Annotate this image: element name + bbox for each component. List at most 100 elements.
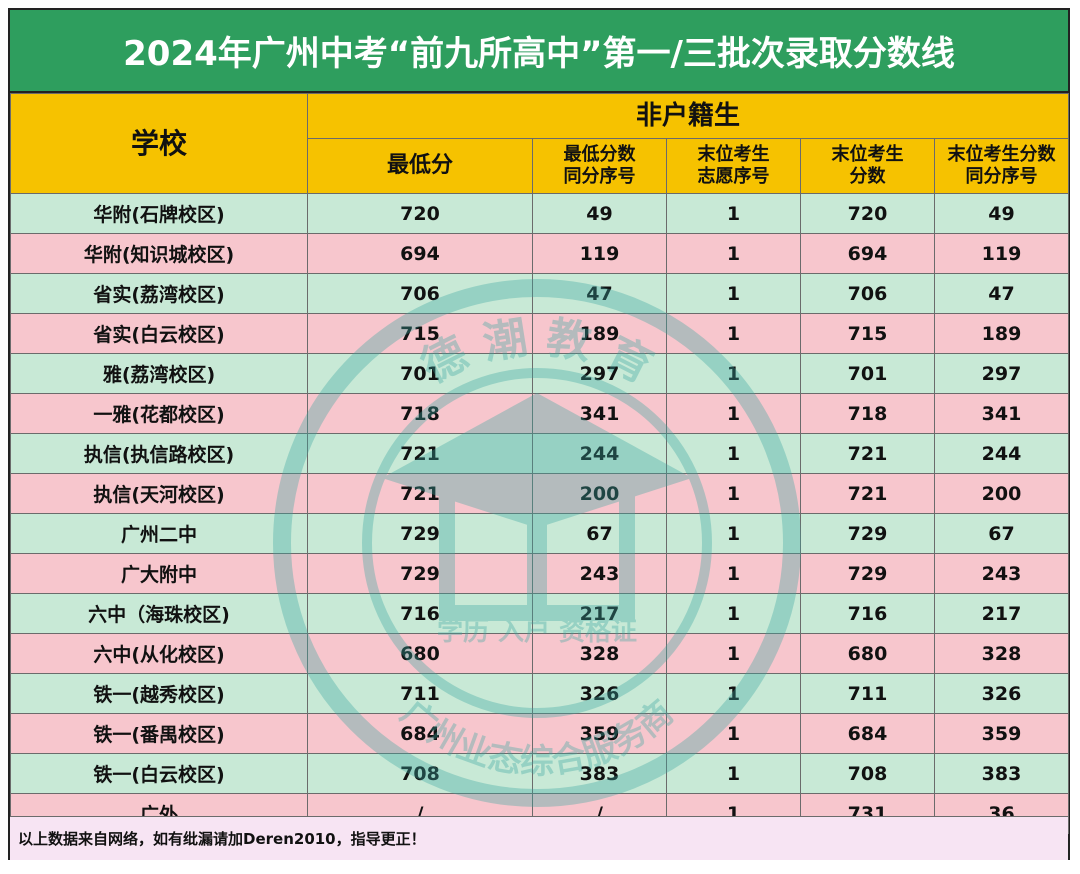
min-score: 729 <box>307 513 533 554</box>
school-name: 华附(石牌校区) <box>10 193 308 234</box>
table-row: 广大附中 729 243 1 729 243 <box>10 553 1070 594</box>
score-sheet: 2024年广州中考“前九所高中”第一/三批次录取分数线 学校 非户籍生 最低分 … <box>8 8 1070 860</box>
last-score: 721 <box>800 433 935 474</box>
table-row: 执信(执信路校区) 721 244 1 721 244 <box>10 433 1070 474</box>
last-score: 715 <box>800 313 935 354</box>
min-score: 680 <box>307 633 533 674</box>
last-rank: 243 <box>933 553 1070 594</box>
footer-note: 以上数据来自网络，如有纰漏请加Deren2010，指导更正！ <box>10 816 1068 860</box>
school-name: 广州二中 <box>10 513 308 554</box>
min-score: 706 <box>307 273 533 314</box>
table-row: 铁一(白云校区) 708 383 1 708 383 <box>10 753 1070 794</box>
min-score: 715 <box>307 313 533 354</box>
last-score: 684 <box>800 713 935 754</box>
min-score: 721 <box>307 433 533 474</box>
last-score: 680 <box>800 633 935 674</box>
header-min-rank: 最低分数 同分序号 <box>532 138 667 194</box>
last-score: 701 <box>800 353 935 394</box>
wish-no: 1 <box>666 393 801 434</box>
wish-no: 1 <box>666 673 801 714</box>
wish-no: 1 <box>666 553 801 594</box>
min-rank: 326 <box>532 673 667 714</box>
min-rank: 359 <box>532 713 667 754</box>
table-row: 省实(白云校区) 715 189 1 715 189 <box>10 313 1070 354</box>
header-min-rank-line1: 最低分数 <box>563 144 636 165</box>
last-score: 694 <box>800 233 935 274</box>
min-rank: 217 <box>532 593 667 634</box>
school-name: 六中(从化校区) <box>10 633 308 674</box>
min-rank: 383 <box>532 753 667 794</box>
min-score: 716 <box>307 593 533 634</box>
header-last-rank-line2: 同分序号 <box>965 166 1038 187</box>
header-min-score: 最低分 <box>307 138 533 194</box>
header-last-rank-line1: 末位考生分数 <box>947 144 1056 165</box>
table-row: 广州二中 729 67 1 729 67 <box>10 513 1070 554</box>
last-rank: 49 <box>933 193 1070 234</box>
min-rank: 200 <box>532 473 667 514</box>
min-rank: 297 <box>532 353 667 394</box>
min-score: 729 <box>307 553 533 594</box>
wish-no: 1 <box>666 473 801 514</box>
school-name: 执信(执信路校区) <box>10 433 308 474</box>
min-score: 721 <box>307 473 533 514</box>
last-rank: 244 <box>933 433 1070 474</box>
school-name: 雅(荔湾校区) <box>10 353 308 394</box>
last-score: 718 <box>800 393 935 434</box>
header-last-score-line1: 末位考生 <box>831 144 904 165</box>
last-rank: 341 <box>933 393 1070 434</box>
last-rank: 326 <box>933 673 1070 714</box>
min-rank: 328 <box>532 633 667 674</box>
last-rank: 217 <box>933 593 1070 634</box>
last-rank: 359 <box>933 713 1070 754</box>
school-name: 广大附中 <box>10 553 308 594</box>
min-score: 684 <box>307 713 533 754</box>
min-rank: 243 <box>532 553 667 594</box>
school-name: 铁一(白云校区) <box>10 753 308 794</box>
header-last-rank: 末位考生分数 同分序号 <box>933 138 1070 194</box>
table-row: 一雅(花都校区) 718 341 1 718 341 <box>10 393 1070 434</box>
min-rank: 47 <box>532 273 667 314</box>
table-row: 雅(荔湾校区) 701 297 1 701 297 <box>10 353 1070 394</box>
wish-no: 1 <box>666 713 801 754</box>
school-name: 一雅(花都校区) <box>10 393 308 434</box>
header-min-rank-line2: 同分序号 <box>563 166 636 187</box>
wish-no: 1 <box>666 433 801 474</box>
table-row: 铁一(越秀校区) 711 326 1 711 326 <box>10 673 1070 714</box>
min-rank: 244 <box>532 433 667 474</box>
min-rank: 341 <box>532 393 667 434</box>
last-rank: 67 <box>933 513 1070 554</box>
last-score: 729 <box>800 553 935 594</box>
min-score: 718 <box>307 393 533 434</box>
wish-no: 1 <box>666 233 801 274</box>
min-score: 701 <box>307 353 533 394</box>
page-title: 2024年广州中考“前九所高中”第一/三批次录取分数线 <box>10 10 1068 93</box>
table-row: 华附(知识城校区) 694 119 1 694 119 <box>10 233 1070 274</box>
min-score: 720 <box>307 193 533 234</box>
last-score: 720 <box>800 193 935 234</box>
wish-no: 1 <box>666 633 801 674</box>
last-rank: 119 <box>933 233 1070 274</box>
wish-no: 1 <box>666 353 801 394</box>
last-score: 708 <box>800 753 935 794</box>
min-rank: 67 <box>532 513 667 554</box>
school-name: 省实(白云校区) <box>10 313 308 354</box>
wish-no: 1 <box>666 193 801 234</box>
min-score: 694 <box>307 233 533 274</box>
header-wish-no-line2: 志愿序号 <box>697 166 770 187</box>
min-rank: 49 <box>532 193 667 234</box>
score-table: 学校 非户籍生 最低分 最低分数 同分序号 末位考生 志愿序号 末位考生 分数 <box>10 93 1070 834</box>
last-rank: 297 <box>933 353 1070 394</box>
wish-no: 1 <box>666 313 801 354</box>
table-row: 铁一(番禺校区) 684 359 1 684 359 <box>10 713 1070 754</box>
header-last-score-line2: 分数 <box>849 166 886 187</box>
min-score: 708 <box>307 753 533 794</box>
wish-no: 1 <box>666 753 801 794</box>
school-name: 执信(天河校区) <box>10 473 308 514</box>
table-row: 六中(从化校区) 680 328 1 680 328 <box>10 633 1070 674</box>
header-last-score: 末位考生 分数 <box>800 138 935 194</box>
last-score: 711 <box>800 673 935 714</box>
header-wish-no-line1: 末位考生 <box>697 144 770 165</box>
last-rank: 383 <box>933 753 1070 794</box>
wish-no: 1 <box>666 273 801 314</box>
table-row: 华附(石牌校区) 720 49 1 720 49 <box>10 193 1070 234</box>
